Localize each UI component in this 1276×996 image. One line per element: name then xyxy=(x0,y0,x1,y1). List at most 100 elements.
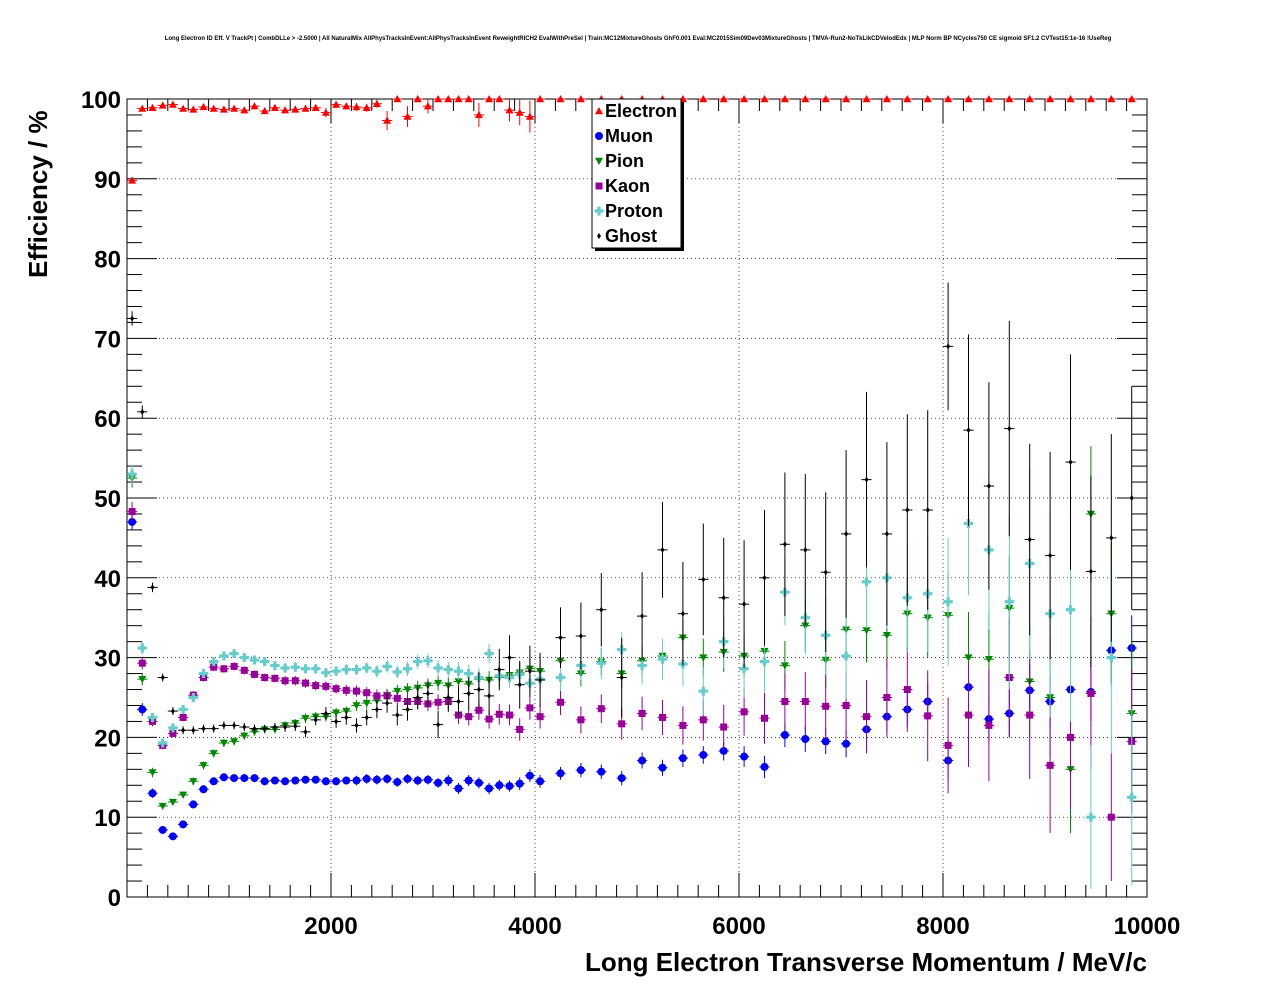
data-point xyxy=(179,791,188,799)
data-point xyxy=(699,750,708,759)
data-point xyxy=(290,662,300,672)
data-point xyxy=(138,675,147,684)
data-point xyxy=(240,774,249,783)
data-point xyxy=(506,711,513,719)
data-point xyxy=(660,546,665,553)
data-point xyxy=(148,769,157,777)
data-point xyxy=(882,632,891,640)
data-point xyxy=(179,820,188,829)
data-point xyxy=(1026,711,1034,719)
data-point xyxy=(925,506,930,513)
data-point xyxy=(434,679,443,688)
data-point xyxy=(821,737,830,746)
data-point xyxy=(515,108,524,116)
data-point xyxy=(281,106,290,114)
data-point xyxy=(505,106,514,114)
data-point xyxy=(393,95,402,103)
series-muon xyxy=(127,513,1137,841)
data-point xyxy=(1107,95,1116,103)
data-point xyxy=(260,657,270,667)
data-point xyxy=(221,722,226,729)
data-point xyxy=(332,685,340,693)
data-point xyxy=(191,727,196,734)
data-point xyxy=(148,103,157,111)
data-point xyxy=(474,778,483,787)
data-point xyxy=(454,784,463,793)
data-point xyxy=(1004,597,1014,607)
legend-marker-kaon xyxy=(595,182,603,190)
legend-marker-proton xyxy=(594,206,604,216)
data-point xyxy=(403,686,412,694)
data-point xyxy=(1046,95,1055,103)
data-point xyxy=(964,654,973,662)
data-point xyxy=(280,663,290,673)
data-point xyxy=(1107,813,1115,821)
data-point xyxy=(485,95,494,103)
data-point xyxy=(801,95,810,103)
data-point xyxy=(577,716,585,724)
data-point xyxy=(485,715,493,723)
data-point xyxy=(464,669,474,679)
data-point xyxy=(597,767,606,776)
legend-label-pion: Pion xyxy=(605,151,644,171)
data-point xyxy=(465,713,473,721)
y-tick-label: 0 xyxy=(108,885,121,912)
data-point xyxy=(403,774,412,783)
data-point xyxy=(680,610,685,617)
data-point xyxy=(984,95,993,103)
data-point xyxy=(1086,95,1095,103)
data-point xyxy=(903,686,911,694)
data-point xyxy=(1086,812,1096,822)
legend-label-proton: Proton xyxy=(605,201,663,221)
data-point xyxy=(495,710,503,718)
data-point xyxy=(150,584,155,591)
data-point xyxy=(230,738,239,746)
data-point xyxy=(638,756,647,765)
legend-label-kaon: Kaon xyxy=(605,176,650,196)
data-point xyxy=(303,728,308,735)
data-point xyxy=(903,95,912,103)
series-electron xyxy=(127,95,1137,184)
data-point xyxy=(251,670,258,678)
data-point xyxy=(556,769,565,778)
data-point xyxy=(476,686,481,693)
data-point xyxy=(699,716,707,724)
data-point xyxy=(168,723,178,733)
data-point xyxy=(219,105,228,113)
y-tick-label: 50 xyxy=(94,486,121,513)
data-point xyxy=(556,673,565,683)
y-tick-label: 10 xyxy=(94,805,121,832)
data-point xyxy=(322,682,330,690)
data-point xyxy=(740,95,749,103)
y-tick-label: 20 xyxy=(94,725,121,752)
data-point xyxy=(260,777,269,786)
data-point xyxy=(189,105,198,113)
data-point xyxy=(179,104,188,112)
data-point xyxy=(270,776,279,785)
data-point xyxy=(454,666,463,676)
data-point xyxy=(1027,536,1032,543)
data-point xyxy=(1046,761,1054,769)
data-point xyxy=(699,654,708,662)
data-point xyxy=(1106,653,1116,663)
data-point xyxy=(943,597,953,607)
legend-box xyxy=(591,98,682,249)
data-point xyxy=(385,700,390,707)
data-point xyxy=(883,694,891,701)
data-point xyxy=(497,666,502,673)
data-point xyxy=(536,95,545,103)
data-point xyxy=(739,664,749,674)
data-point xyxy=(1066,95,1075,103)
series-kaon xyxy=(127,501,1137,882)
data-point xyxy=(423,775,432,784)
data-point xyxy=(250,102,259,110)
data-point xyxy=(844,530,849,537)
data-point xyxy=(352,776,361,785)
data-point xyxy=(434,778,443,787)
data-point xyxy=(128,508,136,516)
data-point xyxy=(699,95,708,103)
data-point xyxy=(272,724,277,731)
data-point xyxy=(658,654,667,664)
data-point xyxy=(760,95,769,103)
data-point xyxy=(313,716,318,723)
